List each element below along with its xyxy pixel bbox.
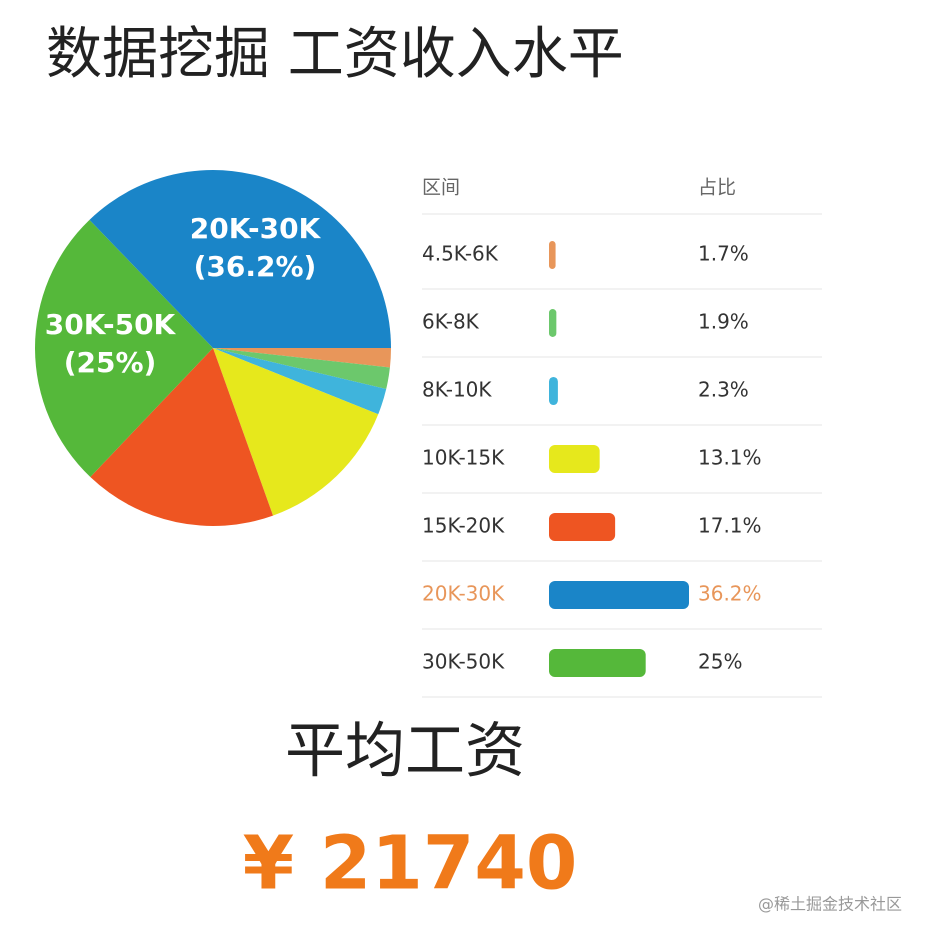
table-bar	[549, 513, 616, 541]
range-label: 15K-20K	[422, 514, 505, 538]
pie-label: 20K-30K	[190, 212, 322, 245]
pie-label: 30K-50K	[45, 308, 177, 341]
share-label: 1.7%	[698, 242, 749, 266]
pie-slice	[213, 348, 390, 390]
pie-value-label: (25%)	[64, 346, 157, 379]
range-label: 30K-50K	[422, 650, 505, 674]
share-label: 13.1%	[698, 446, 762, 470]
table-bar	[549, 377, 558, 405]
summary-value: ¥ 21740	[243, 821, 578, 907]
range-label: 20K-30K	[422, 582, 505, 606]
range-label: 6K-8K	[422, 310, 480, 334]
table-header: 区间	[422, 177, 460, 199]
range-label: 10K-15K	[422, 446, 505, 470]
pie-value-label: (36.2%)	[194, 250, 317, 283]
table-bar	[549, 241, 556, 269]
table-bar	[549, 309, 557, 337]
share-label: 36.2%	[698, 582, 762, 606]
pie-slice	[89, 170, 391, 348]
table-bar	[549, 581, 689, 609]
share-label: 25%	[698, 650, 742, 674]
table-bar	[549, 445, 600, 473]
chart-title: 数据挖掘 工资收入水平	[46, 22, 624, 87]
share-label: 1.9%	[698, 310, 749, 334]
pie-slice	[213, 348, 391, 368]
pie-slice	[213, 348, 387, 415]
share-label: 2.3%	[698, 378, 749, 402]
pie-slice	[35, 219, 213, 477]
range-label: 4.5K-6K	[422, 242, 499, 266]
pie-slice	[90, 348, 274, 526]
summary-title: 平均工资	[285, 717, 525, 787]
share-label: 17.1%	[698, 514, 762, 538]
table-header: 占比	[698, 177, 736, 199]
table-bar	[549, 649, 646, 677]
pie-slice	[213, 348, 379, 516]
range-label: 8K-10K	[422, 378, 492, 402]
watermark: @稀土掘金技术社区	[758, 895, 902, 914]
